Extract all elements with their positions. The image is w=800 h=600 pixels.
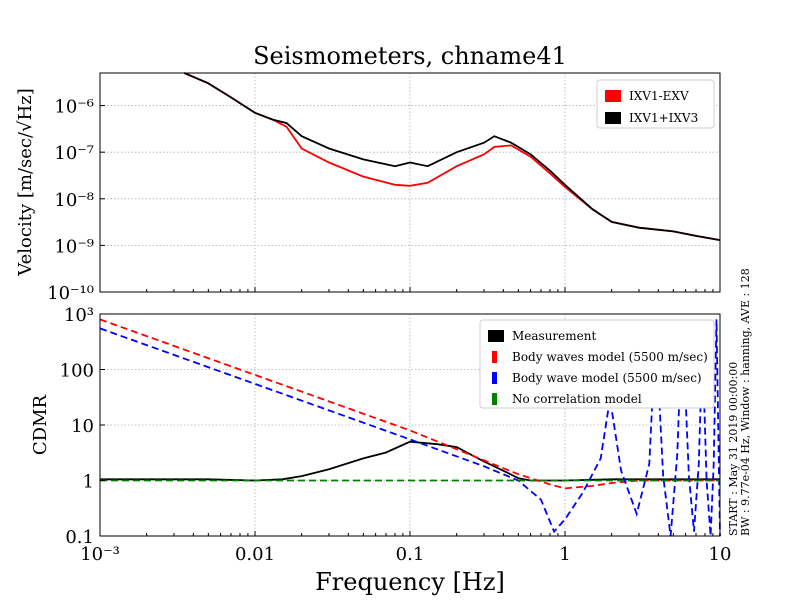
cdmr-y-tick-label: 10 [71, 416, 94, 437]
velocity-legend-swatch [605, 112, 621, 124]
cdmr-y-tick-label: 100 [60, 361, 94, 382]
cdmr-y-tick-label: 10³ [64, 305, 94, 326]
velocity-y-tick-label: 10⁻⁶ [54, 97, 94, 118]
velocity-plot-area [99, 72, 721, 293]
velocity-series [183, 72, 721, 241]
cdmr-legend-label: Measurement [512, 329, 596, 343]
velocity-y-axis-label: Velocity [m/sec/√Hz] [15, 88, 36, 276]
velocity-y-tick-label: 10⁻⁸ [54, 190, 94, 211]
cdmr-legend: Measurement Body waves model (5500 m/sec)… [479, 319, 715, 409]
bandwidth-annotation: BW : 9.77e-04 Hz, Window : hanning, AVE … [739, 268, 752, 536]
cdmr-legend-box [479, 319, 715, 409]
chart-title: Seismometers, chname41 [253, 42, 567, 70]
cdmr-legend-label: No correlation model [512, 392, 642, 406]
cdmr-legend-label: Body wave model (5500 m/sec) [512, 371, 702, 385]
velocity-y-ticks: 10⁻¹⁰ 10⁻⁹ 10⁻⁸ 10⁻⁷ 10⁻⁶ [47, 97, 105, 304]
velocity-legend-box [596, 79, 715, 129]
cdmr-y-tick-label: 1 [83, 472, 94, 493]
velocity-legend-swatch [605, 90, 621, 102]
cdmr-series-line-1 [100, 440, 720, 482]
cdmr-x-tick-label: 10⁻³ [80, 544, 120, 565]
velocity-legend-label: IXV1+IXV3 [629, 111, 698, 125]
velocity-panel: 10⁻¹⁰ 10⁻⁹ 10⁻⁸ 10⁻⁷ 10⁻⁶ Velocity [m/sec/√H… [15, 72, 721, 304]
cdmr-y-ticks: 0.1 1 10 100 10³ [60, 305, 105, 548]
velocity-legend-label: IXV1-EXV [629, 89, 689, 103]
velocity-y-tick-label: 10⁻¹⁰ [47, 283, 94, 304]
velocity-y-tick-label: 10⁻⁷ [54, 143, 94, 164]
cdmr-x-tick-label: 10 [709, 544, 732, 565]
start-time-annotation: START : May 31 2019 00:00:00 [727, 362, 740, 536]
cdmr-plot-area [99, 313, 721, 537]
cdmr-x-tick-label: 1 [559, 544, 570, 565]
velocity-series-line-2 [183, 72, 721, 241]
cdmr-legend-swatch [492, 351, 497, 363]
x-axis-label: Frequency [Hz] [315, 568, 505, 596]
velocity-y-tick-label: 10⁻⁹ [54, 236, 94, 257]
cdmr-panel: 0.1 1 10 100 10³ 10⁻³ 0.01 0.1 1 10 CDMR Measure… [30, 305, 731, 565]
cdmr-x-tick-label: 0.1 [396, 544, 425, 565]
cdmr-x-ticks: 10⁻³ 0.01 0.1 1 10 [80, 531, 731, 565]
cdmr-x-tick-label: 0.01 [235, 544, 275, 565]
cdmr-legend-swatch [492, 372, 497, 384]
cdmr-y-axis-label: CDMR [30, 394, 51, 455]
cdmr-legend-swatch [492, 393, 497, 405]
cdmr-y-tick-label: 0.1 [65, 527, 94, 548]
velocity-legend: IXV1-EXV IXV1+IXV3 [596, 79, 715, 129]
cdmr-legend-label: Body waves model (5500 m/sec) [512, 350, 708, 364]
cdmr-legend-swatch [488, 330, 504, 342]
velocity-x-ticks [99, 287, 721, 292]
